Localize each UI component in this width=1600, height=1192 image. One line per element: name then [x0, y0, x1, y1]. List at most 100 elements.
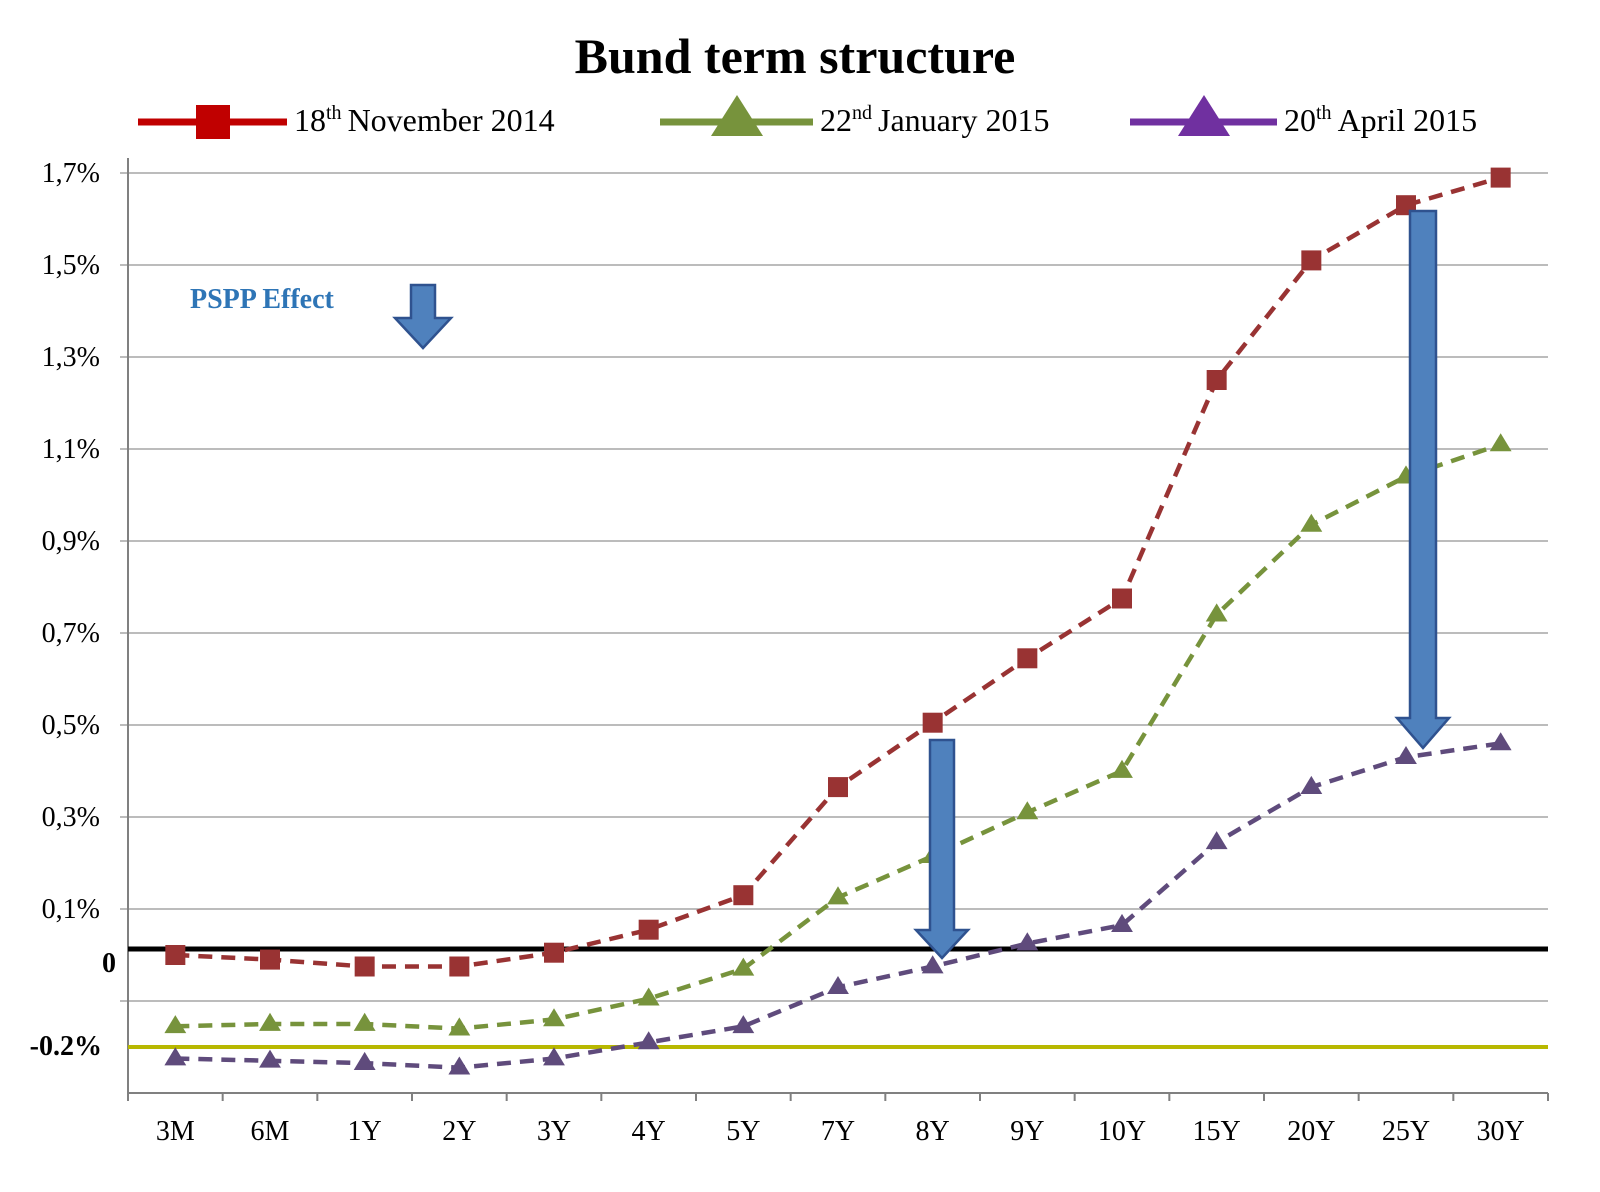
- series-3: [164, 732, 1512, 1075]
- data-point-triangle: [448, 1056, 471, 1075]
- data-point-triangle: [1489, 732, 1512, 751]
- chart-title: Bund term structure: [575, 28, 1016, 84]
- legend-day-suffix: th: [326, 102, 342, 124]
- y-tick-label: 1,5%: [42, 250, 100, 281]
- data-point-triangle: [1205, 831, 1228, 850]
- data-point-square: [1490, 167, 1511, 188]
- zero-label: 0: [102, 948, 116, 979]
- annotations: PSPP Effect: [190, 209, 1452, 960]
- data-point-triangle: [353, 1051, 376, 1070]
- y-tick-label: 1,7%: [42, 158, 100, 189]
- legend-date: November 2014: [348, 102, 555, 138]
- y-tick-label: 1,3%: [42, 342, 100, 373]
- x-tick-label: 20Y: [1287, 1116, 1335, 1147]
- data-point-triangle: [1489, 433, 1512, 452]
- data-point-triangle: [543, 1008, 565, 1027]
- data-point-square: [1112, 588, 1132, 609]
- x-tick-label: 3Y: [537, 1116, 571, 1147]
- legend-day: 22: [820, 102, 852, 138]
- legend-marker-square: [196, 105, 230, 139]
- legend-label: 22nd January 2015: [820, 102, 1050, 138]
- data-point-square: [1206, 370, 1227, 390]
- legend-date: April 2015: [1338, 102, 1478, 138]
- data-point-triangle: [921, 955, 944, 974]
- legend-date: January 2015: [878, 102, 1050, 138]
- data-point-square: [354, 956, 375, 977]
- legend-item-2: 22nd January 2015: [660, 95, 1050, 138]
- data-point-triangle: [259, 1012, 281, 1031]
- legend-item-3: 20th April 2015: [1130, 95, 1477, 138]
- data-point-triangle: [732, 957, 755, 976]
- axes: [127, 158, 1549, 1101]
- arrow-25y: [1394, 209, 1452, 750]
- data-point-square: [449, 956, 470, 977]
- data-point-triangle: [637, 987, 660, 1006]
- x-axis-labels: 3M 6M 1Y 2Y 3Y 4Y 5Y 7Y 8Y 9Y 10Y 15Y 20Y 25Y 30Y: [156, 1116, 1525, 1147]
- series-2: [164, 433, 1512, 1036]
- data-point-triangle: [1300, 775, 1323, 794]
- data-point-square: [828, 777, 848, 798]
- arrow-8y: [913, 738, 971, 960]
- x-tick-label: 25Y: [1382, 1116, 1430, 1147]
- x-tick-label: 7Y: [821, 1116, 855, 1147]
- x-tick-label: 2Y: [442, 1116, 476, 1147]
- x-tick-label: 9Y: [1010, 1116, 1044, 1147]
- data-point-triangle: [1300, 513, 1323, 532]
- x-tick-label: 30Y: [1477, 1116, 1525, 1147]
- gridlines: [120, 172, 1548, 1002]
- legend-day: 20: [1284, 102, 1316, 138]
- legend: 18th November 2014 22nd January 2015 20th Apr…: [138, 95, 1477, 139]
- data-point-triangle: [543, 1047, 565, 1066]
- data-point-triangle: [1016, 932, 1039, 951]
- y-tick-label: 0,1%: [42, 894, 100, 925]
- arrow-pspp-legend: [392, 283, 454, 350]
- annotation-pspp-effect: PSPP Effect: [190, 284, 335, 315]
- data-point-square: [1301, 250, 1322, 271]
- series-line: [175, 175, 1502, 969]
- x-tick-label: 4Y: [632, 1116, 666, 1147]
- legend-label: 20th April 2015: [1284, 102, 1477, 138]
- data-point-triangle: [164, 1047, 187, 1066]
- x-tick-label: 6M: [251, 1116, 290, 1147]
- data-point-square: [165, 945, 186, 965]
- x-tick-label: 8Y: [916, 1116, 950, 1147]
- data-point-triangle: [1016, 801, 1039, 820]
- reference-label: -0.2%: [30, 1031, 102, 1062]
- data-point-triangle: [732, 1015, 755, 1034]
- x-tick-label: 3M: [156, 1116, 195, 1147]
- legend-marker-triangle: [711, 95, 763, 136]
- data-point-triangle: [1205, 603, 1228, 622]
- legend-label: 18th November 2014: [294, 102, 555, 138]
- y-tick-label: 1,1%: [42, 434, 100, 465]
- data-point-triangle: [827, 886, 849, 905]
- data-point-triangle: [259, 1049, 281, 1068]
- legend-day-suffix: th: [1316, 102, 1332, 124]
- legend-day: 18: [294, 102, 326, 138]
- x-tick-label: 5Y: [726, 1116, 760, 1147]
- data-point-triangle: [448, 1017, 471, 1036]
- data-point-triangle: [1395, 746, 1417, 765]
- data-point-square: [1017, 648, 1038, 669]
- data-point-triangle: [1111, 913, 1133, 932]
- data-point-triangle: [164, 1015, 187, 1034]
- series-group: [164, 167, 1512, 1075]
- y-tick-label: 0,3%: [42, 802, 100, 833]
- x-tick-label: 1Y: [348, 1116, 382, 1147]
- data-point-triangle: [827, 976, 849, 995]
- data-point-triangle: [353, 1012, 376, 1031]
- legend-marker-triangle: [1178, 95, 1230, 136]
- data-point-square: [544, 942, 564, 963]
- x-tick-label: 10Y: [1098, 1116, 1146, 1147]
- x-tick-label: 15Y: [1193, 1116, 1241, 1147]
- legend-day-suffix: nd: [852, 102, 872, 124]
- data-point-square: [922, 712, 943, 733]
- y-tick-label: 0,9%: [42, 526, 100, 557]
- data-point-square: [260, 949, 280, 970]
- data-point-square: [733, 885, 754, 906]
- y-tick-label: 0,7%: [42, 618, 100, 649]
- data-point-square: [638, 919, 659, 940]
- y-axis-labels: 1,7% 1,5% 1,3% 1,1% 0,9% 0,7% 0,5% 0,3% 0,1%0 -0.…: [30, 158, 116, 1062]
- data-point-triangle: [1111, 759, 1133, 778]
- series-line: [175, 442, 1502, 1031]
